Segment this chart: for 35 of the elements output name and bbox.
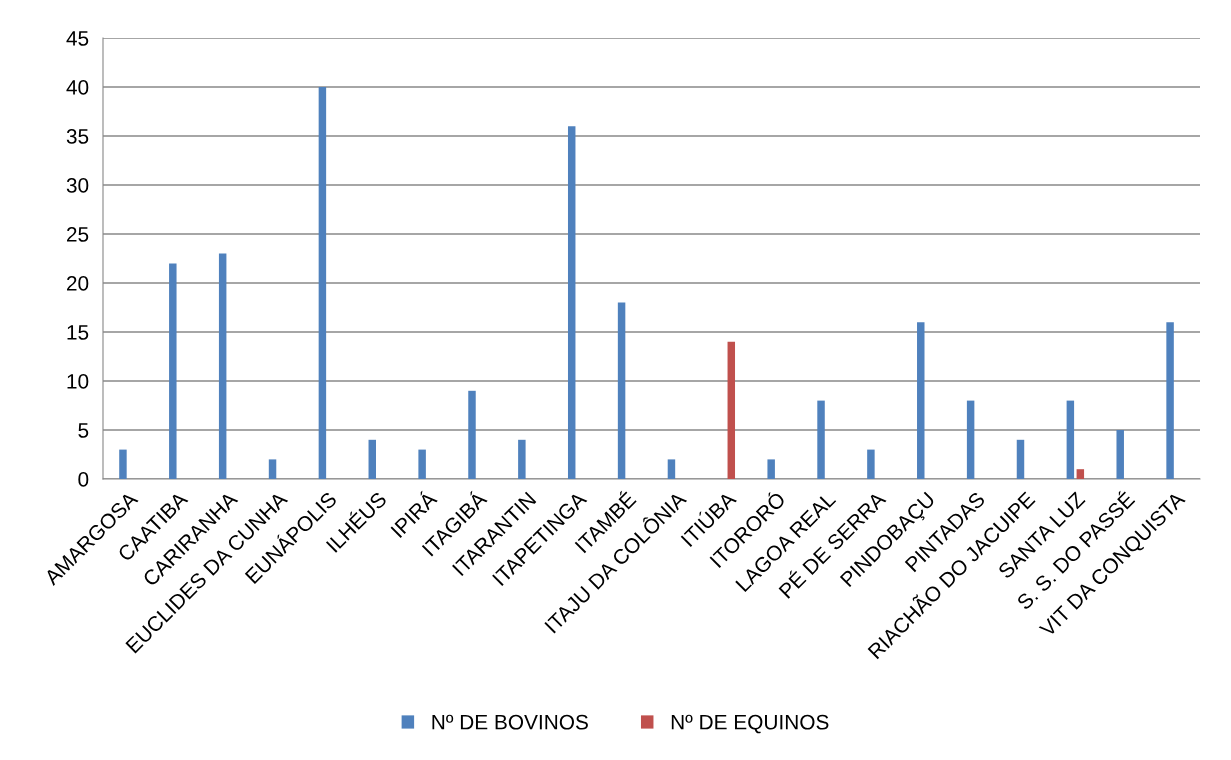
y-tick-label: 10 [67, 374, 89, 389]
legend-label: Nº DE BOVINOS [432, 714, 588, 730]
bar [567, 126, 576, 479]
bar [727, 341, 736, 479]
bar [468, 390, 476, 479]
bar [518, 439, 526, 479]
bar [867, 449, 875, 479]
bar [1076, 469, 1085, 479]
y-tick-label: 0 [78, 472, 89, 487]
bar [268, 459, 277, 479]
y-tick-label: 30 [66, 178, 89, 193]
y-tick-label: 20 [66, 276, 89, 291]
y-tick-label: 5 [78, 423, 89, 438]
y-tick-label: 35 [66, 129, 89, 144]
bar [418, 449, 426, 479]
bar [1016, 439, 1025, 479]
y-tick-label: 45 [66, 31, 89, 46]
bar [617, 302, 626, 479]
bar [767, 459, 775, 479]
bar [917, 322, 925, 479]
bar [119, 449, 127, 479]
bar [817, 400, 825, 479]
bar [1116, 430, 1124, 479]
bar [318, 87, 327, 479]
bar [368, 439, 376, 479]
bar [169, 263, 177, 479]
y-tick-label: 15 [67, 325, 89, 340]
bar [1166, 322, 1174, 479]
bar [667, 459, 676, 479]
y-tick-label: 25 [66, 227, 89, 242]
y-tick-label: 40 [66, 80, 89, 95]
bar [966, 400, 975, 479]
legend-label: Nº DE EQUINOS [671, 714, 829, 734]
bar [1066, 400, 1075, 479]
bar [218, 253, 227, 479]
